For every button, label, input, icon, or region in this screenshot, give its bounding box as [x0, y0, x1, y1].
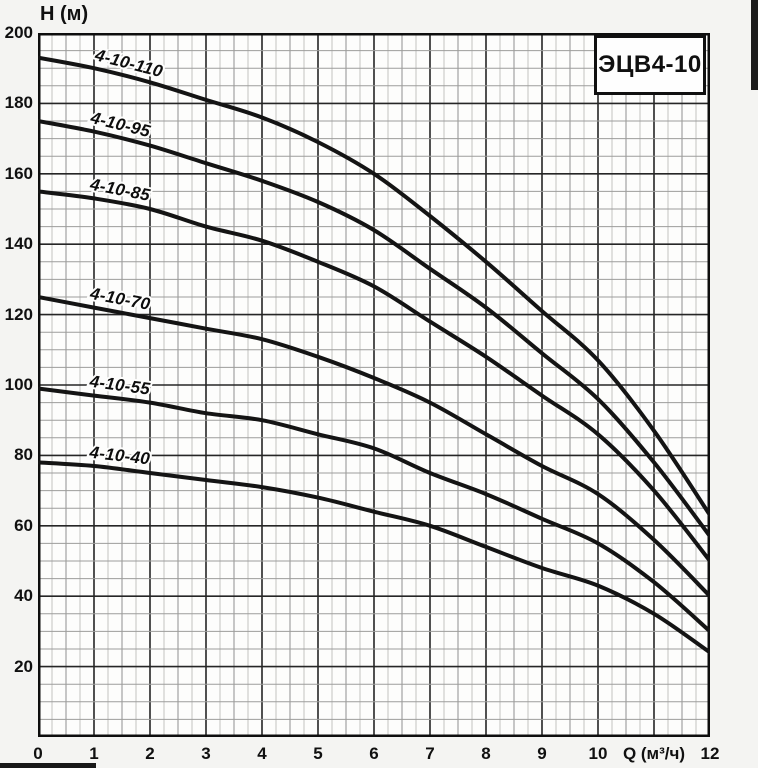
curve-4-10-55	[38, 386, 710, 634]
y-tick-label: 40	[14, 586, 33, 606]
scan-artifact-right-edge	[751, 0, 758, 90]
x-tick-label: 3	[201, 744, 211, 763]
curve-4-10-40	[38, 460, 710, 655]
y-tick-label: 20	[14, 656, 33, 676]
y-axis-title: H (м)	[40, 3, 89, 25]
plot-border	[38, 33, 710, 737]
y-tick-label: 140	[4, 234, 33, 254]
x-tick-label: 1	[89, 744, 99, 763]
y-tick-label: 160	[4, 163, 33, 183]
y-tick-label: 60	[14, 515, 33, 535]
plot-area: 4-10-110 4-10-95 4-10-85 4-10-70 4-10-55 4-10…	[38, 33, 710, 737]
y-tick-label: 120	[4, 304, 33, 324]
x-tick-label: 4	[257, 744, 267, 763]
curve-4-10-85	[38, 189, 710, 563]
y-tick-label: 100	[4, 375, 33, 394]
y-tick-label: 180	[4, 93, 33, 113]
x-tick-label: 10	[588, 744, 608, 763]
curve-4-10-70	[38, 295, 710, 599]
x-tick-label: 7	[425, 744, 435, 763]
x-tick-label: 6	[369, 744, 379, 763]
title-box: ЭЦВ4-10	[594, 35, 706, 95]
chart-canvas: 4-10-1104-10-954-10-854-10-704-10-554-10…	[38, 33, 710, 737]
x-axis-unit-label: Q (м³/ч)	[622, 744, 686, 763]
x-tick-label: 0	[33, 744, 43, 763]
x-tick-label: 8	[481, 744, 491, 763]
x-tick-label: 2	[145, 744, 155, 763]
curve-4-10-110	[38, 55, 710, 518]
y-tick-label: 200	[4, 23, 33, 42]
x-tick-label: 5	[313, 744, 323, 763]
x-tick-label: 12	[700, 744, 720, 763]
x-tick-label: 9	[537, 744, 547, 763]
curve-4-10-95	[38, 119, 710, 539]
curves	[38, 55, 710, 655]
chart-title: ЭЦВ4-10	[598, 51, 702, 78]
scan-artifact-bottom-edge	[0, 763, 96, 768]
y-tick-label: 80	[14, 445, 33, 465]
